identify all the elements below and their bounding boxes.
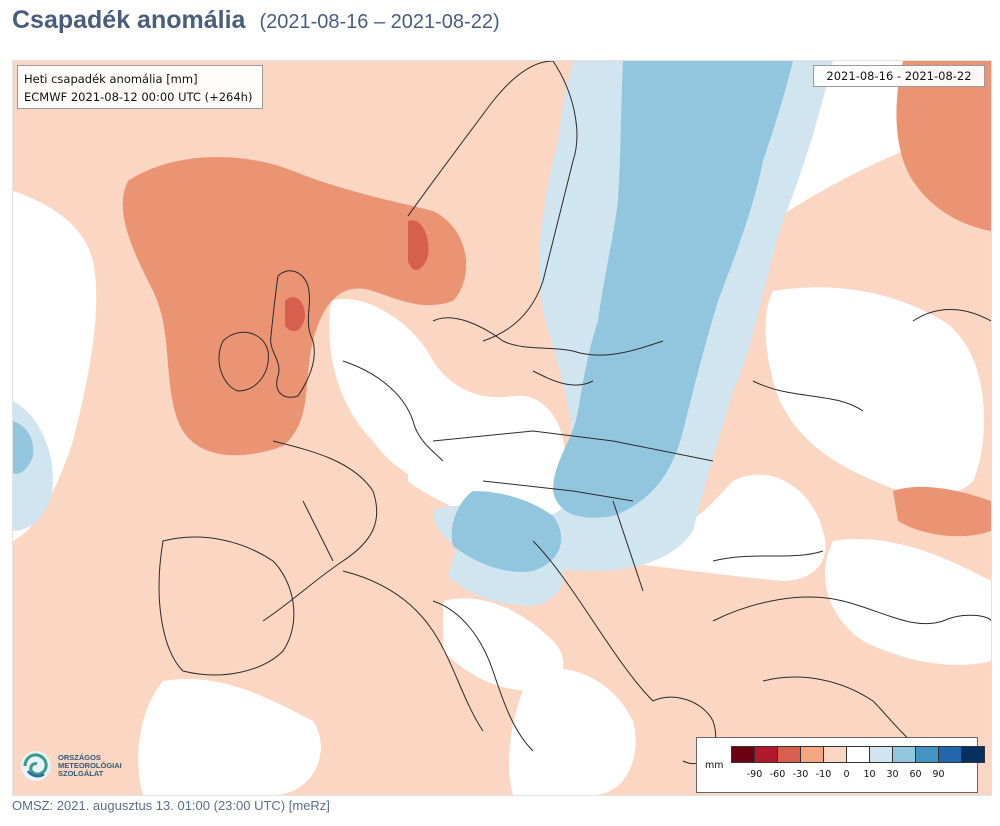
legend-label: 30: [886, 769, 899, 780]
legend-label: 0: [843, 769, 850, 780]
logo-line-2: Meteorológiai: [58, 761, 122, 770]
legend-swatch-1: [754, 746, 778, 763]
valid-period-text: 2021-08-16 - 2021-08-22: [826, 69, 972, 83]
legend-label: -60: [769, 769, 786, 780]
valid-period-box: 2021-08-16 - 2021-08-22: [813, 65, 985, 87]
legend-swatch-4: [823, 746, 847, 763]
omsz-logo-text: Országos Meteorológiai Szolgálat: [58, 754, 122, 778]
legend-swatch-9: [938, 746, 962, 763]
anomaly-map: Heti csapadék anomália [mm] ECMWF 2021-0…: [12, 60, 992, 796]
legend-label: 90: [932, 769, 945, 780]
info-line-model-run: ECMWF 2021-08-12 00:00 UTC (+264h): [24, 90, 253, 104]
map-image: [13, 61, 991, 795]
omsz-logo-icon: [21, 751, 51, 781]
legend-label: 10: [863, 769, 876, 780]
wet-medium-areas: [13, 61, 793, 572]
legend-swatch-5: [846, 746, 870, 763]
legend-swatch-6: [869, 746, 893, 763]
legend-label: -90: [746, 769, 763, 780]
omsz-logo: Országos Meteorológiai Szolgálat: [19, 745, 139, 787]
legend-label: 60: [909, 769, 922, 780]
page-title: Csapadék anomália: [12, 6, 246, 34]
logo-line-1: Országos: [58, 753, 101, 762]
info-line-variable: Heti csapadék anomália [mm]: [24, 72, 198, 86]
map-info-box: Heti csapadék anomália [mm] ECMWF 2021-0…: [17, 65, 263, 109]
legend-swatch-3: [800, 746, 824, 763]
logo-line-3: Szolgálat: [58, 769, 104, 778]
dry-strong-areas: [285, 220, 429, 332]
coastlines: [158, 61, 991, 765]
legend-swatch-8: [915, 746, 939, 763]
color-legend: mm -90 -60 -30 -10 0 10 30 60 90: [696, 737, 985, 793]
legend-unit: mm: [705, 760, 724, 771]
legend-label: -30: [792, 769, 809, 780]
footer-text: OMSZ: 2021. augusztus 13. 01:00 (23:00 U…: [12, 798, 330, 813]
legend-label: -10: [815, 769, 832, 780]
legend-swatch-7: [892, 746, 916, 763]
near-zero-areas: [13, 61, 991, 795]
legend-swatch-10: [961, 746, 985, 763]
page-header: Csapadék anomália (2021-08-16 – 2021-08-…: [12, 6, 500, 46]
legend-swatch-0: [731, 746, 755, 763]
legend-swatches: [731, 746, 985, 763]
date-range-subtitle: (2021-08-16 – 2021-08-22): [259, 11, 500, 33]
legend-swatch-2: [777, 746, 801, 763]
